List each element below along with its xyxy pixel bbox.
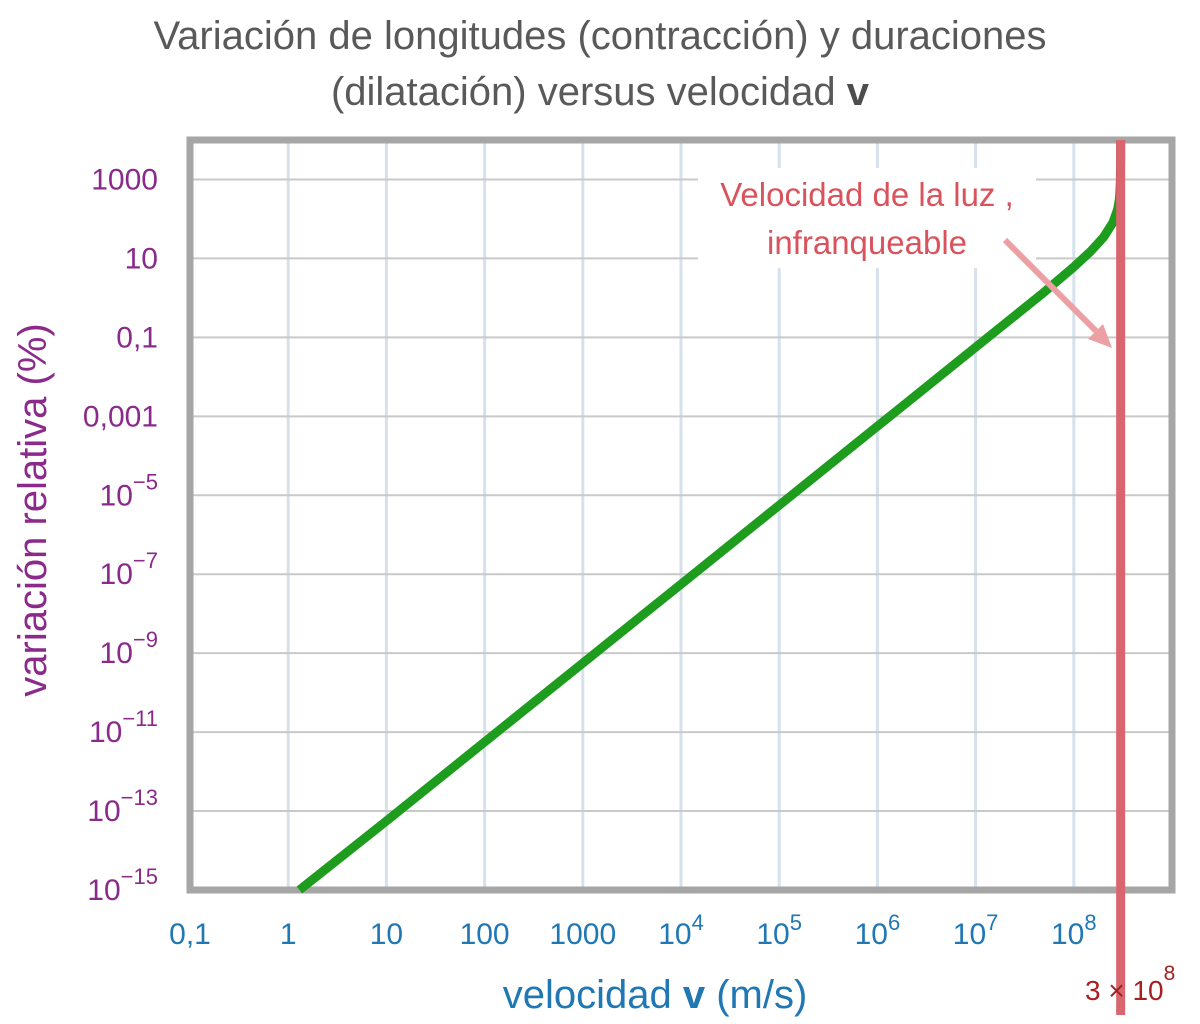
x-tick-label: 10 [370,918,403,951]
y-tick-label: 0,001 [83,400,158,433]
x-tick-label: 1 [280,918,297,951]
y-tick-label: 0,1 [116,321,158,354]
y-tick-label: 10−5 [100,469,158,512]
x-tick-label: 108 [1051,910,1097,951]
x-tick-label: 0,1 [169,918,211,951]
x-tick-label: 1000 [549,918,616,951]
y-tick-label: 1000 [91,163,158,196]
annotation-line2: infranqueable [767,224,967,261]
annotation-arrowhead [1088,324,1112,348]
chart-title-line1: Variación de longitudes (contracción) y … [153,14,1047,58]
y-tick-label: 10−11 [89,706,158,749]
plot-frame [186,136,1176,894]
series-line-1 [296,192,1125,894]
x-tick-label: 105 [756,910,802,951]
y-tick-label: 10−9 [100,627,158,670]
chart-title-line2-wrap: (dilatación) versus velocidad v [0,64,1200,120]
y-axis-label: variación relativa (%) [11,323,55,696]
annotation-line1: Velocidad de la luz , [720,176,1014,213]
chart-title-variable: v [846,70,870,114]
tick-labels: 0,1 1 10 100 1000 104 105 106 107 108 1000 10 0,1 0,0… [83,163,1097,951]
chart-title: Variación de longitudes (contracción) y … [0,8,1200,120]
annotation-group: Velocidad de la luz , infranqueable 3 × 10… [698,140,1175,1015]
chart-title-line2: (dilatación) versus velocidad [330,70,836,114]
axis-labels: velocidad v (m/s) variación relativa (%) [11,323,807,1017]
x-tick-label: 106 [855,910,901,951]
light-speed-label: 3 × 108 [1085,962,1175,1006]
annotation-box [698,168,1036,268]
y-tick-label: 10−15 [87,864,158,907]
x-axis-label: velocidad v (m/s) [503,973,808,1017]
x-tick-label: 107 [953,910,999,951]
x-tick-label: 100 [460,918,510,951]
x-tick-label: 104 [658,910,704,951]
y-tick-label: 10−7 [100,548,158,591]
y-tick-label: 10 [125,242,158,275]
annotation-arrow-shaft [1002,237,1099,334]
y-tick-label: 10−13 [87,785,158,828]
